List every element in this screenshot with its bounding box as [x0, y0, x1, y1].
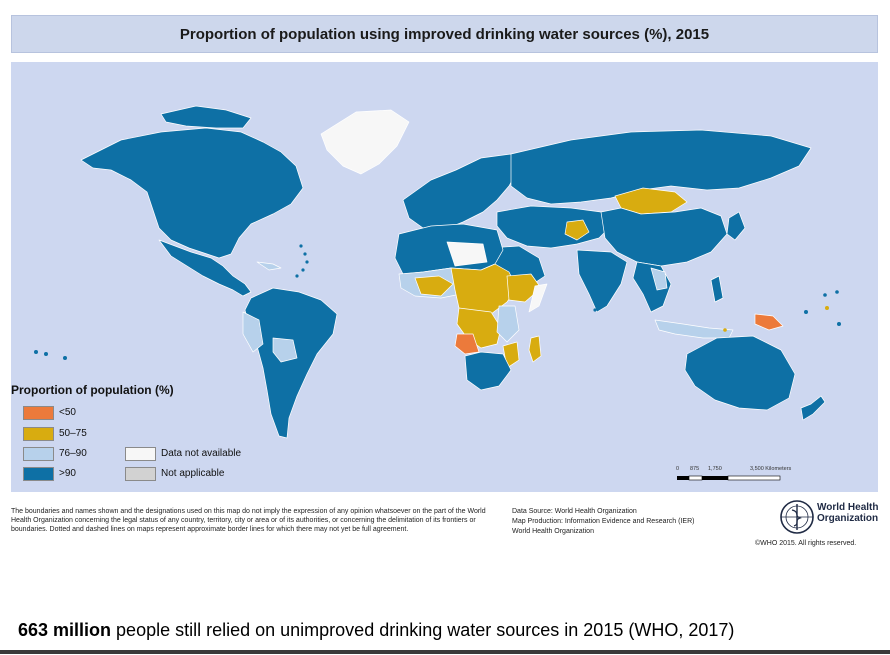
copyright: ©WHO 2015. All rights reserved.: [755, 540, 857, 547]
region-australia: [684, 335, 796, 411]
small-islands: [34, 244, 841, 360]
region-afghanistan: [564, 219, 590, 241]
region-north-america: [80, 127, 304, 259]
legend-label-not-applicable: Not applicable: [161, 468, 225, 479]
region-philippines: [710, 275, 724, 303]
scale-tick-1750: 1,750: [708, 466, 722, 472]
region-central-asia: [496, 205, 612, 249]
legend-label-above-90: >90: [59, 468, 76, 479]
who-name-line2: Organization: [817, 513, 879, 524]
legend-label-50-75: 50–75: [59, 428, 87, 439]
region-myanmar-laos: [650, 267, 668, 291]
legend-swatch-76-90: [23, 447, 54, 461]
region-japan: [726, 211, 746, 241]
region-africa-south: [464, 351, 512, 391]
legend-label-below-50: <50: [59, 407, 76, 418]
legend-swatch-above-90: [23, 467, 54, 481]
region-indonesia: [654, 319, 734, 339]
region-south-america-andes: [242, 311, 264, 353]
data-source-line: Data Source: World Health Organization: [512, 508, 637, 515]
region-south-america-bolivia: [272, 337, 298, 363]
caption-rest: people still relied on unimproved drinki…: [111, 620, 735, 640]
region-madagascar: [528, 335, 542, 363]
small-islands-yellow: [723, 306, 829, 332]
region-china: [600, 207, 728, 267]
region-caribbean: [256, 261, 282, 271]
region-africa-central: [450, 263, 518, 319]
scale-bar-graphic: [677, 475, 781, 481]
bottom-rule: [0, 650, 890, 654]
legend-swatch-not-applicable: [125, 467, 156, 481]
region-africa-sahara: [446, 241, 488, 267]
region-png: [754, 313, 784, 331]
world-map: [34, 105, 841, 439]
organization-line: World Health Organization: [512, 528, 594, 535]
map-title-bar: Proportion of population using improved …: [11, 15, 878, 53]
region-mexico: [158, 239, 252, 297]
caption-bold: 663 million: [18, 620, 112, 640]
legend-swatch-50-75: [23, 427, 54, 441]
scale-tick-875: 875: [690, 466, 700, 472]
region-greenland: [320, 109, 410, 175]
legend-swatch-below-50: [23, 406, 54, 420]
region-angola: [454, 333, 480, 355]
region-somalia: [528, 283, 548, 313]
region-arctic-islands: [160, 105, 252, 129]
legend-title: Proportion of population (%): [11, 383, 174, 397]
legend-swatch-not-available: [125, 447, 156, 461]
region-south-america: [244, 287, 338, 439]
legend-label-not-available: Data not available: [161, 448, 242, 459]
region-india: [576, 249, 628, 313]
who-emblem-icon: [780, 500, 814, 534]
map-panel: [11, 62, 878, 492]
who-name-line1: World Health: [817, 502, 879, 513]
data-source-block: Data Source: World Health Organization M…: [512, 507, 752, 537]
region-russia: [510, 129, 812, 205]
map-production-line: Map Production: Information Evidence and…: [512, 518, 695, 525]
legend-label-76-90: 76–90: [59, 448, 87, 459]
scale-tick-0: 0: [676, 466, 680, 472]
disclaimer-text: The boundaries and names shown and the d…: [11, 508, 486, 533]
caption: 663 million people still relied on unimp…: [18, 620, 734, 641]
region-africa-sahel: [414, 275, 454, 297]
region-kenya-tz: [496, 305, 520, 343]
region-new-zealand: [800, 395, 826, 421]
who-name: World Health Organization: [817, 502, 878, 524]
scale-tick-3500: 3,500 Kilometers: [750, 466, 792, 472]
map-title: Proportion of population using improved …: [179, 25, 710, 43]
